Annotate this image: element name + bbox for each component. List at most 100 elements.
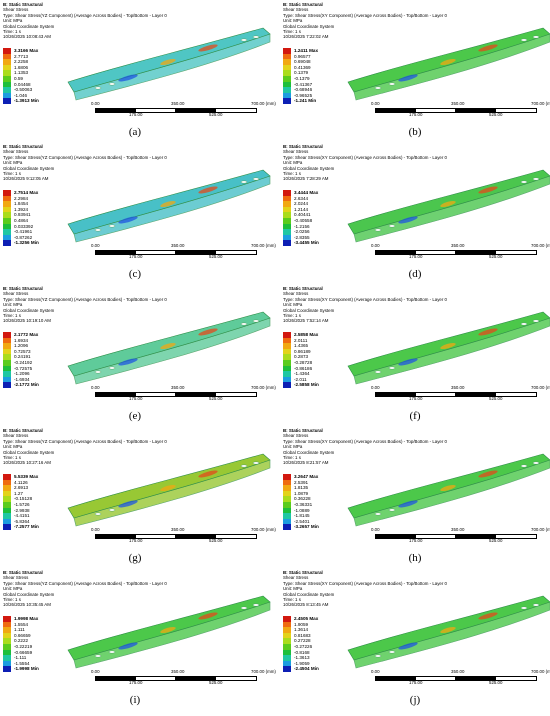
mount-hole — [108, 508, 116, 512]
legend-value: 1.2411 — [294, 48, 318, 54]
legend-row: -2.5401 — [283, 518, 343, 525]
mount-hole — [94, 228, 102, 232]
panel-caption: (j) — [409, 694, 421, 706]
mount-hole — [374, 370, 382, 374]
legend-value: 3.4444 — [294, 190, 318, 196]
legend-swatch — [283, 354, 291, 360]
stress-hotspot — [478, 186, 498, 194]
legend-value: -1.0889 — [294, 507, 310, 513]
scale-tick: 175.00 — [409, 254, 423, 259]
legend-swatch — [3, 638, 11, 644]
scale-tick: 700.00 (mm) — [531, 669, 550, 674]
legend-swatch — [283, 217, 291, 224]
legend-value: 2.6913 — [14, 485, 29, 491]
legend-value: 0.66659 — [14, 632, 31, 638]
legend-value: 2.0111 — [294, 337, 308, 343]
legend-swatch — [3, 496, 11, 502]
legend-swatch — [283, 343, 291, 349]
scale-segment — [495, 534, 537, 539]
scale-tick: 175.00 — [129, 112, 143, 117]
color-legend: 3.26472.53911.81351.08790.36228-0.36331-… — [283, 474, 343, 530]
legend-value: -0.28728 — [294, 359, 313, 365]
scale-tick: 525.00 — [489, 254, 503, 259]
mount-hole — [388, 82, 396, 86]
legend-swatch — [283, 92, 291, 99]
legend-row: -0.41961 — [3, 229, 63, 235]
legend-swatch — [283, 206, 291, 213]
header-line: 10/26/2025 9:12:05 AM — [3, 176, 49, 182]
legend-row: -2.9938 — [3, 507, 63, 514]
legend-swatch — [3, 206, 11, 213]
beam-side-face — [353, 601, 550, 669]
legend-value: 0.4864 — [14, 217, 29, 223]
header-line: Shear Stress — [3, 291, 29, 297]
legend-value: 2.6344 — [294, 195, 309, 201]
legend-value: 0.69048 — [294, 59, 311, 65]
legend-value: 0.59 — [14, 75, 23, 81]
legend-swatch — [3, 229, 11, 235]
mount-hole — [532, 35, 540, 39]
legend-swatch — [3, 64, 11, 71]
legend-row: 1.6806 — [3, 64, 63, 71]
legend-swatch — [3, 524, 11, 530]
legend-row: 1.2096 — [3, 343, 63, 349]
legend-value: -0.41961 — [14, 229, 33, 235]
stress-hotspot — [118, 500, 138, 508]
legend-row: 1.8135 — [283, 485, 343, 491]
stress-hotspot — [198, 44, 218, 52]
panel-caption: (f) — [409, 410, 421, 422]
legend-swatch — [3, 348, 11, 355]
beam-side-face — [73, 317, 271, 385]
mount-hole — [240, 606, 248, 610]
scale-tick: 175.00 — [409, 396, 423, 401]
mount-hole — [240, 180, 248, 184]
legend-row: -0.22219 — [3, 643, 63, 650]
header-line: B: Static Structural — [283, 2, 323, 7]
legend-row: -0.50063 — [3, 87, 63, 93]
legend-swatch — [283, 638, 291, 644]
header-line: Unit: MPa — [283, 18, 303, 24]
mount-hole — [532, 603, 540, 607]
mount-hole — [520, 38, 528, 42]
legend-swatch — [3, 359, 11, 366]
header-line: Type: Shear Stress(XY Component) (Averag… — [283, 296, 447, 302]
result-panel: B: Static Structural Shear Stress Type: Sh… — [0, 2, 276, 142]
scale-tick: 525.00 — [209, 538, 223, 543]
legend-swatch — [283, 223, 291, 230]
legend-row: 2.1772 — [3, 332, 63, 338]
stress-hotspot — [398, 74, 418, 82]
legend-swatch — [283, 75, 291, 82]
scale-tick: 350.00 — [451, 243, 465, 248]
header-line: 10/26/2025 7:52:14 AM — [283, 318, 329, 324]
legend-value: -0.40558 — [294, 217, 313, 223]
legend-swatch — [283, 53, 291, 60]
header-line: Time: 1 s — [3, 597, 21, 603]
header-line: Type: Shear Stress(YZ Component) (Averag… — [3, 154, 167, 160]
scale-tick: 700.00 (mm) — [251, 101, 276, 106]
legend-row: 0.69048 — [283, 59, 343, 65]
mount-hole — [94, 654, 102, 658]
scale-tick: 350.00 — [171, 101, 185, 106]
legend-row: -1.241 — [283, 98, 343, 104]
result-panel: B: Static Structural Shear Stress Type: Sh… — [0, 428, 276, 568]
legend-value: 2.7713 — [14, 53, 29, 59]
mount-hole — [388, 366, 396, 370]
header-line: B: Static Structural — [3, 428, 43, 433]
legend-swatch — [283, 212, 291, 218]
legend-swatch — [3, 490, 11, 497]
legend-value: 3.3166 — [14, 48, 38, 54]
legend-swatch — [3, 343, 11, 349]
legend-row: 0.36228 — [283, 496, 343, 502]
color-legend: 2.17721.69341.20960.725730.24191-0.24192… — [3, 332, 63, 388]
legend-swatch — [283, 474, 291, 480]
header-line: B: Static Structural — [3, 144, 43, 149]
mount-hole — [240, 38, 248, 42]
mount-hole — [252, 603, 260, 607]
header-line: Shear Stress — [283, 149, 309, 155]
header-line: Type: Shear Stress(YZ Component) (Averag… — [3, 296, 167, 302]
legend-swatch — [3, 513, 11, 519]
color-legend: 1.99981.55541.1110.666590.2222-0.22219-0… — [3, 616, 63, 672]
legend-row: 2.2258 — [3, 59, 63, 65]
legend-row: 0.59 — [3, 75, 63, 82]
legend-swatch — [283, 666, 291, 672]
